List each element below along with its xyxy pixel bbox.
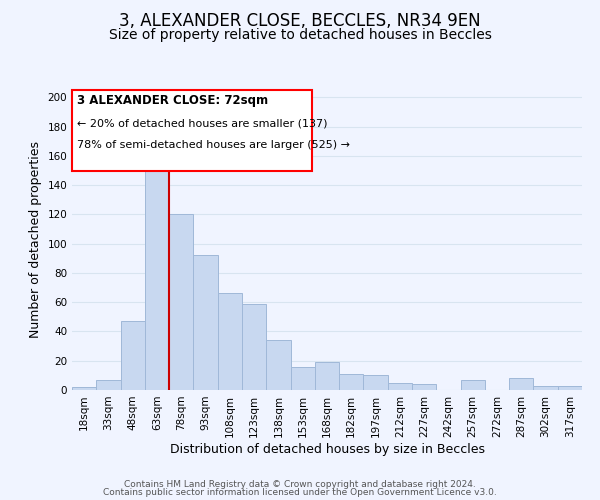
Bar bbox=[412, 384, 436, 390]
Text: Contains public sector information licensed under the Open Government Licence v3: Contains public sector information licen… bbox=[103, 488, 497, 497]
Text: 3, ALEXANDER CLOSE, BECCLES, NR34 9EN: 3, ALEXANDER CLOSE, BECCLES, NR34 9EN bbox=[119, 12, 481, 30]
Y-axis label: Number of detached properties: Number of detached properties bbox=[29, 142, 42, 338]
Bar bbox=[169, 214, 193, 390]
Bar bbox=[242, 304, 266, 390]
Text: ← 20% of detached houses are smaller (137): ← 20% of detached houses are smaller (13… bbox=[77, 118, 328, 128]
Text: Contains HM Land Registry data © Crown copyright and database right 2024.: Contains HM Land Registry data © Crown c… bbox=[124, 480, 476, 489]
Bar bbox=[509, 378, 533, 390]
Bar bbox=[388, 382, 412, 390]
Bar bbox=[315, 362, 339, 390]
Bar bbox=[218, 294, 242, 390]
Text: Size of property relative to detached houses in Beccles: Size of property relative to detached ho… bbox=[109, 28, 491, 42]
Bar bbox=[558, 386, 582, 390]
Text: 78% of semi-detached houses are larger (525) →: 78% of semi-detached houses are larger (… bbox=[77, 140, 350, 150]
Bar bbox=[339, 374, 364, 390]
X-axis label: Distribution of detached houses by size in Beccles: Distribution of detached houses by size … bbox=[170, 442, 485, 456]
Bar bbox=[364, 376, 388, 390]
Bar bbox=[266, 340, 290, 390]
Bar bbox=[533, 386, 558, 390]
Bar bbox=[72, 387, 96, 390]
Bar bbox=[290, 366, 315, 390]
Bar bbox=[96, 380, 121, 390]
Bar bbox=[461, 380, 485, 390]
Bar bbox=[145, 146, 169, 390]
Text: 3 ALEXANDER CLOSE: 72sqm: 3 ALEXANDER CLOSE: 72sqm bbox=[77, 94, 268, 107]
Bar bbox=[121, 321, 145, 390]
Bar bbox=[193, 256, 218, 390]
